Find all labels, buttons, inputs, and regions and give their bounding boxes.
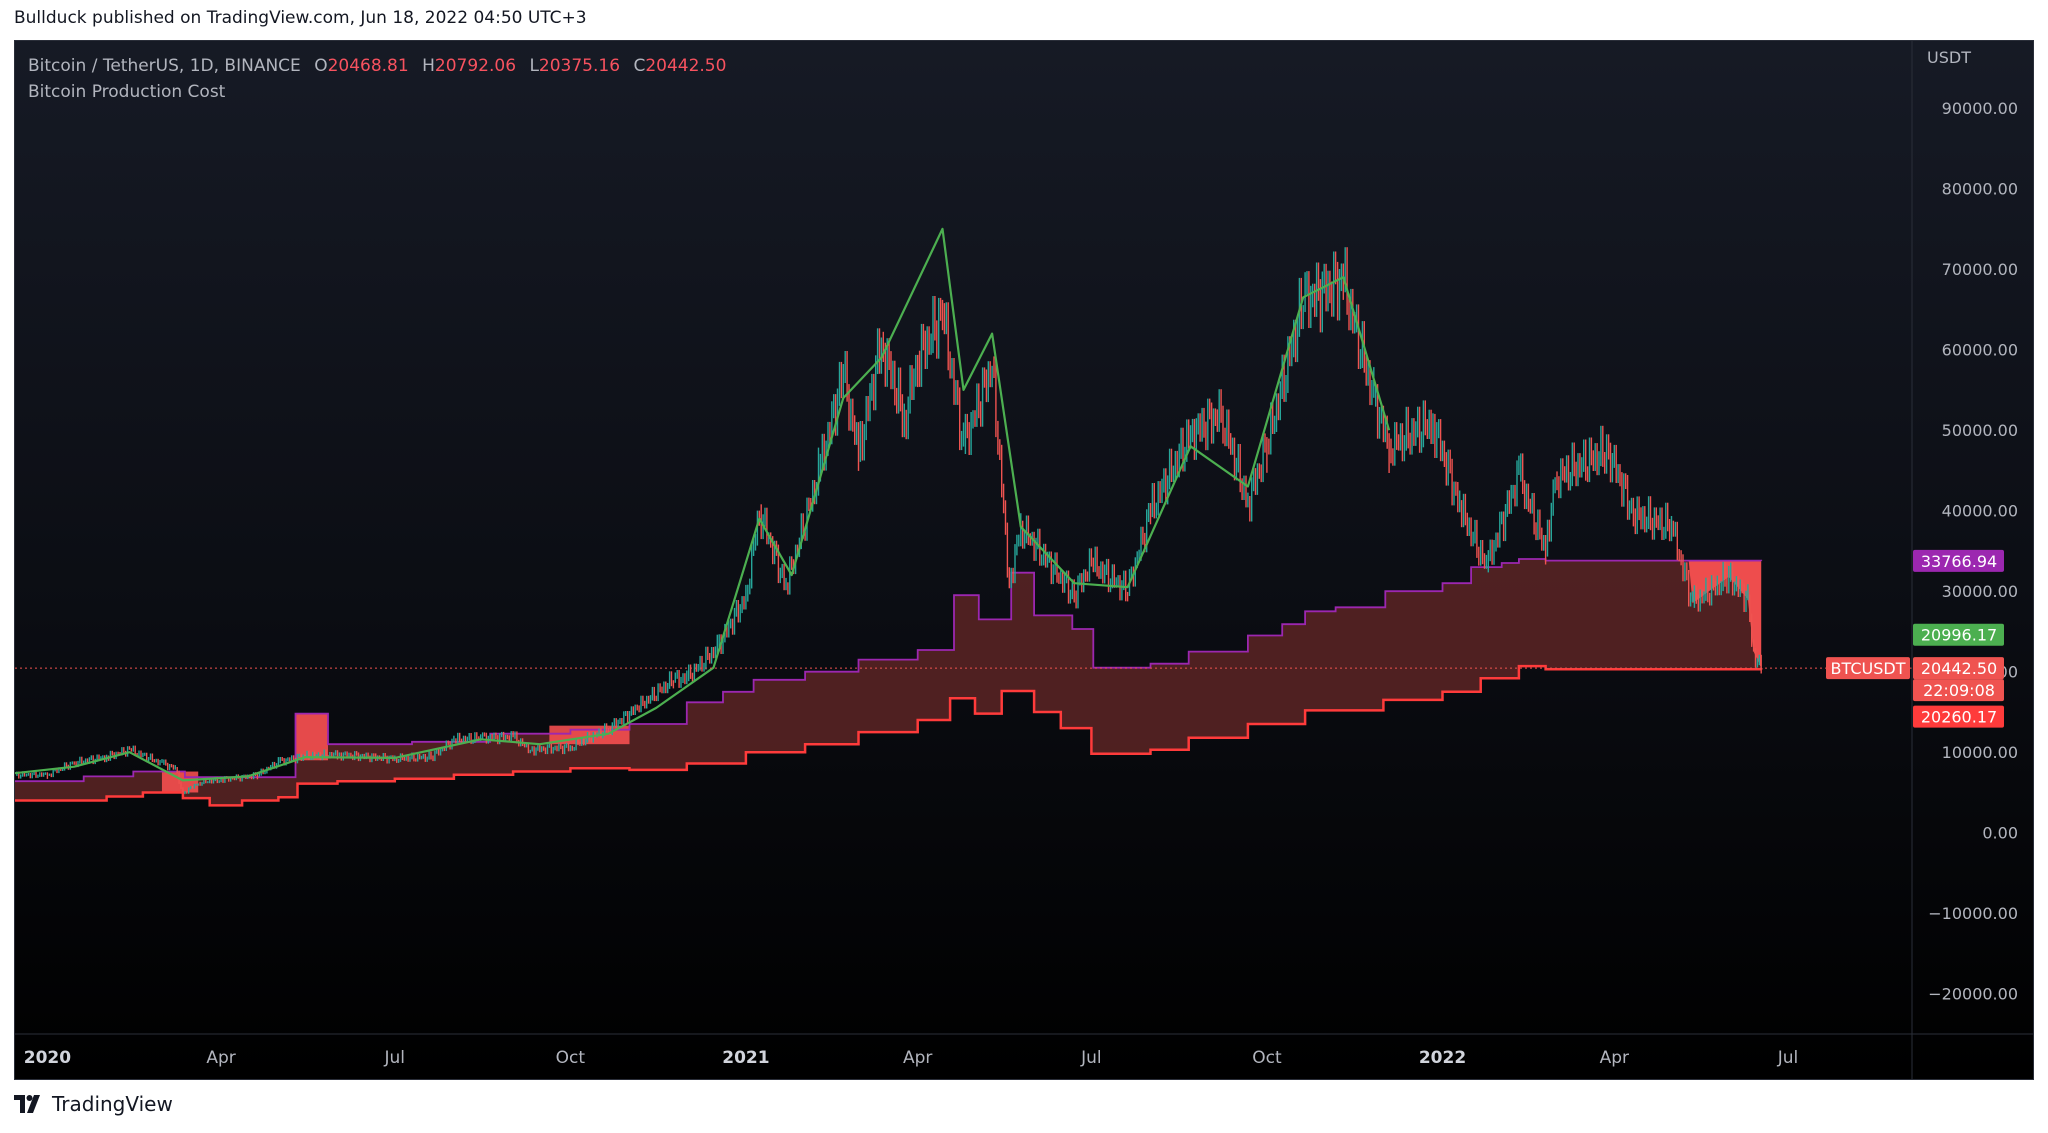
y-tick-label: 50000.00 xyxy=(1942,421,2018,440)
y-tick-label: 80000.00 xyxy=(1942,180,2018,199)
close-key: C xyxy=(633,56,646,76)
open-key: O xyxy=(314,56,328,76)
last-price-label-box xyxy=(1913,657,2004,680)
y-tick-label: 90000.00 xyxy=(1942,99,2018,118)
footer-brand: TradingView xyxy=(14,1092,173,1116)
x-tick-label: 2020 xyxy=(24,1048,71,1068)
highlight-block xyxy=(295,713,328,761)
x-tick-label: 2022 xyxy=(1419,1048,1466,1068)
open-value: 20468.81 xyxy=(327,56,409,76)
x-tick-label: Jul xyxy=(384,1048,406,1068)
x-tick-label: Jul xyxy=(1777,1048,1799,1068)
production-cost-lower-line xyxy=(15,664,1763,807)
production-cost-lower-label-box xyxy=(1913,705,2004,728)
x-tick-label: Jul xyxy=(1080,1048,1102,1068)
low-value: 20375.16 xyxy=(538,56,621,76)
production-cost-upper-label-box xyxy=(1913,549,2004,572)
x-tick-label: 2021 xyxy=(722,1048,769,1068)
production-cost-upper-label: 33766.94 xyxy=(1921,552,1997,571)
high-key: H xyxy=(422,56,435,76)
y-tick-label: 40000.00 xyxy=(1942,502,2018,521)
low-key: L xyxy=(529,56,539,76)
indicator-name[interactable]: Bitcoin Production Cost xyxy=(28,82,226,102)
y-tick-label: 30000.00 xyxy=(1942,582,2018,601)
legend-symbol-row: Bitcoin / TetherUS, 1D, BINANCE O20468.8… xyxy=(28,53,726,79)
close-value: 20442.50 xyxy=(645,56,727,76)
countdown-label-box xyxy=(1913,679,2004,702)
brand-name: TradingView xyxy=(52,1092,173,1116)
ma-value-label-box xyxy=(1913,623,2004,646)
symbol-tag: BTCUSDT xyxy=(1831,659,1906,678)
ma-value-label: 20996.17 xyxy=(1921,626,1997,645)
countdown-label: 22:09:08 xyxy=(1923,681,1995,700)
y-tick-label: 70000.00 xyxy=(1942,260,2018,279)
production-cost-lower-label: 20260.17 xyxy=(1921,708,1997,727)
x-tick-label: Apr xyxy=(206,1048,235,1068)
y-tick-label: 0.00 xyxy=(1982,824,2018,843)
moving-average-line xyxy=(15,227,1391,782)
high-value: 20792.06 xyxy=(434,56,517,76)
y-tick-label: 10000.00 xyxy=(1942,743,2018,762)
y-tick-label: −20000.00 xyxy=(1928,985,2018,1004)
price-below-cost-fill xyxy=(1688,560,1762,669)
production-cost-upper-line xyxy=(15,558,1763,783)
y-tick-label: 60000.00 xyxy=(1942,341,2018,360)
chart-legend: Bitcoin / TetherUS, 1D, BINANCE O20468.8… xyxy=(28,53,726,105)
tradingview-logo-icon xyxy=(14,1095,44,1113)
publish-info: Bullduck published on TradingView.com, J… xyxy=(14,8,587,28)
last-price-label: 20442.50 xyxy=(1921,659,1997,678)
x-tick-label: Apr xyxy=(1600,1048,1629,1068)
y-tick-label: −10000.00 xyxy=(1928,904,2018,923)
x-tick-label: Oct xyxy=(556,1048,586,1068)
price-chart[interactable]: USDT−20000.00−10000.000.0010000.0020000.… xyxy=(15,41,2034,1080)
symbol-title[interactable]: Bitcoin / TetherUS, 1D, BINANCE xyxy=(28,56,301,76)
x-tick-label: Apr xyxy=(903,1048,932,1068)
chart-panel[interactable]: USDT−20000.00−10000.000.0010000.0020000.… xyxy=(14,40,2034,1080)
symbol-tag-box xyxy=(1826,657,1910,680)
highlight-block xyxy=(161,771,199,793)
price-axis-unit: USDT xyxy=(1927,48,1971,67)
x-tick-label: Oct xyxy=(1252,1048,1282,1068)
